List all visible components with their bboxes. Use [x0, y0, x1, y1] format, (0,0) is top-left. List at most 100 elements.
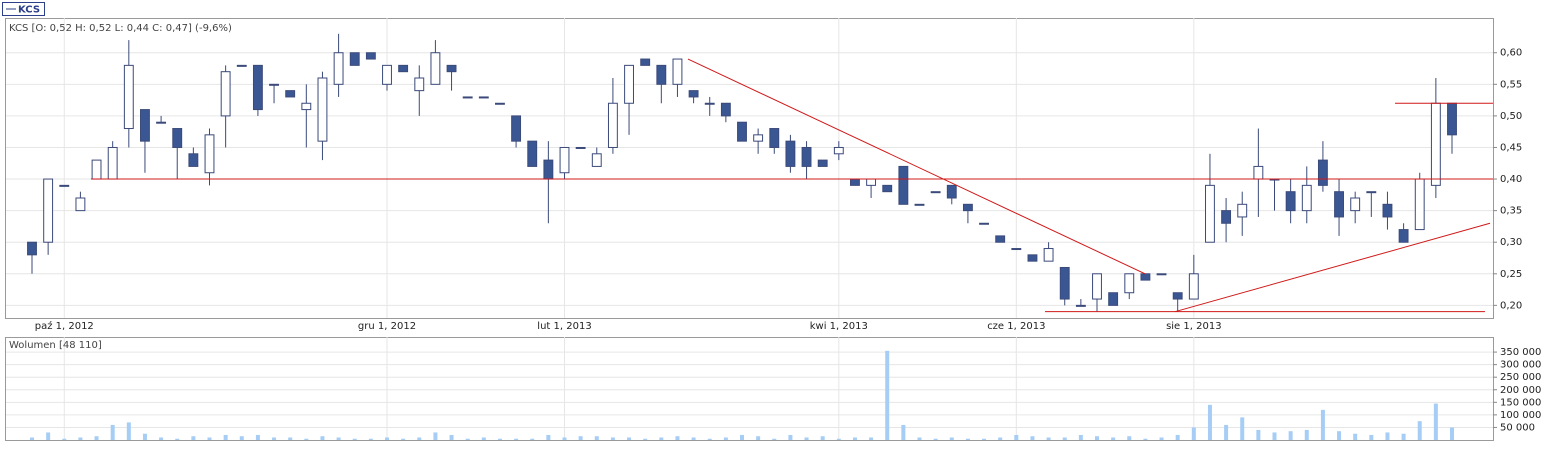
candle-body — [156, 121, 167, 124]
candle-body — [704, 102, 715, 105]
volume-bar — [417, 437, 422, 440]
volume-bar — [901, 424, 906, 440]
candle-body — [527, 140, 538, 167]
volume-bar — [1240, 417, 1245, 440]
volume-bar — [610, 437, 615, 440]
volume-bar — [497, 438, 502, 440]
candle-body — [898, 165, 909, 205]
candle-body — [1334, 191, 1344, 218]
volume-bar — [1127, 436, 1132, 440]
volume-bar — [78, 437, 83, 440]
candle-body — [1156, 273, 1167, 276]
candle-body — [333, 52, 344, 85]
volume-bar — [1385, 432, 1390, 440]
candle-body — [1140, 273, 1151, 281]
chart-title: KCS [O: 0,52 H: 0,52 L: 0,44 C: 0,47] (-… — [9, 23, 232, 34]
candle-body — [398, 64, 409, 73]
volume-bar — [239, 436, 244, 440]
candle-body — [204, 134, 215, 174]
volume-bar — [385, 437, 389, 440]
volume-bar — [304, 438, 309, 440]
candle-body — [575, 146, 586, 149]
x-tick-label: gru 1, 2012 — [358, 321, 416, 332]
candle-body — [591, 153, 602, 167]
y-tick-label: 200 000 — [1500, 385, 1541, 396]
candle-body — [478, 96, 489, 99]
volume-title: Wolumen [48 110] — [9, 340, 102, 351]
volume-bar — [191, 436, 196, 440]
candle-body — [946, 184, 957, 199]
candle-body — [1221, 210, 1232, 224]
volume-bar — [352, 438, 357, 440]
candle-body — [1414, 178, 1425, 231]
volume-bar — [1417, 421, 1422, 440]
candle-body — [91, 159, 102, 180]
volume-bar — [110, 424, 115, 440]
volume-bar — [449, 434, 454, 440]
volume-bar — [30, 437, 34, 440]
volume-bar — [1224, 424, 1229, 440]
y-tick-label: 0,60 — [1500, 48, 1522, 59]
volume-bar — [159, 437, 164, 440]
candle-body — [672, 58, 683, 85]
volume-bar — [1014, 434, 1019, 440]
volume-bar — [594, 436, 599, 440]
volume-bar — [1191, 427, 1196, 440]
y-tick-label: 300 000 — [1500, 360, 1541, 371]
volume-bar — [1304, 429, 1309, 440]
y-tick-label: 0,40 — [1500, 174, 1522, 185]
candle-body — [995, 235, 1006, 243]
candle-body — [785, 140, 796, 167]
volume-bar — [1095, 436, 1099, 440]
x-tick-label: kwi 1, 2013 — [810, 321, 868, 332]
volume-bar — [1272, 432, 1277, 440]
volume-bar — [1401, 433, 1406, 440]
volume-bar — [142, 433, 147, 440]
candle-body — [850, 178, 860, 186]
candle-body — [252, 64, 263, 111]
volume-bar — [1175, 434, 1180, 440]
volume-bar — [933, 438, 938, 440]
volume-bar — [917, 437, 922, 440]
volume-bar — [885, 350, 890, 440]
volume-bar — [1062, 437, 1067, 440]
candle-body — [511, 115, 522, 142]
candle-body — [414, 77, 425, 92]
candle-body — [607, 102, 618, 148]
candle-body — [882, 184, 893, 193]
y-tick-label: 150 000 — [1500, 397, 1541, 408]
candle-body — [430, 52, 441, 85]
volume-bar — [433, 432, 438, 440]
candle-body — [979, 222, 989, 225]
y-tick-label: 100 000 — [1500, 410, 1541, 421]
candle-body — [220, 71, 231, 117]
volume-bar — [546, 434, 551, 440]
volume-bar — [1288, 431, 1293, 440]
volume-bar — [982, 438, 987, 440]
volume-bar — [207, 437, 212, 440]
volume-bar — [1353, 433, 1358, 440]
candle-body — [559, 146, 570, 174]
candle-body — [1301, 184, 1312, 212]
candle-body — [123, 64, 134, 130]
volume-bar — [659, 437, 664, 440]
volume-bar — [691, 437, 696, 440]
candle-body — [1317, 159, 1328, 186]
legend-label: KCS — [18, 5, 40, 16]
candle-body — [75, 197, 86, 212]
candle-body — [269, 83, 279, 86]
candle-body — [1172, 292, 1183, 300]
y-tick-label: 250 000 — [1500, 372, 1541, 383]
candle-body — [720, 102, 731, 117]
candle-body — [140, 109, 150, 142]
candle-body — [1285, 191, 1296, 212]
candle-body — [1011, 248, 1022, 251]
y-tick-label: 50 000 — [1500, 422, 1535, 433]
volume-bar — [223, 434, 228, 440]
candle-body — [930, 191, 941, 194]
candle-body — [1188, 273, 1199, 300]
volume-bar — [320, 436, 325, 440]
candle-body — [914, 203, 925, 206]
candle-body — [833, 146, 844, 155]
